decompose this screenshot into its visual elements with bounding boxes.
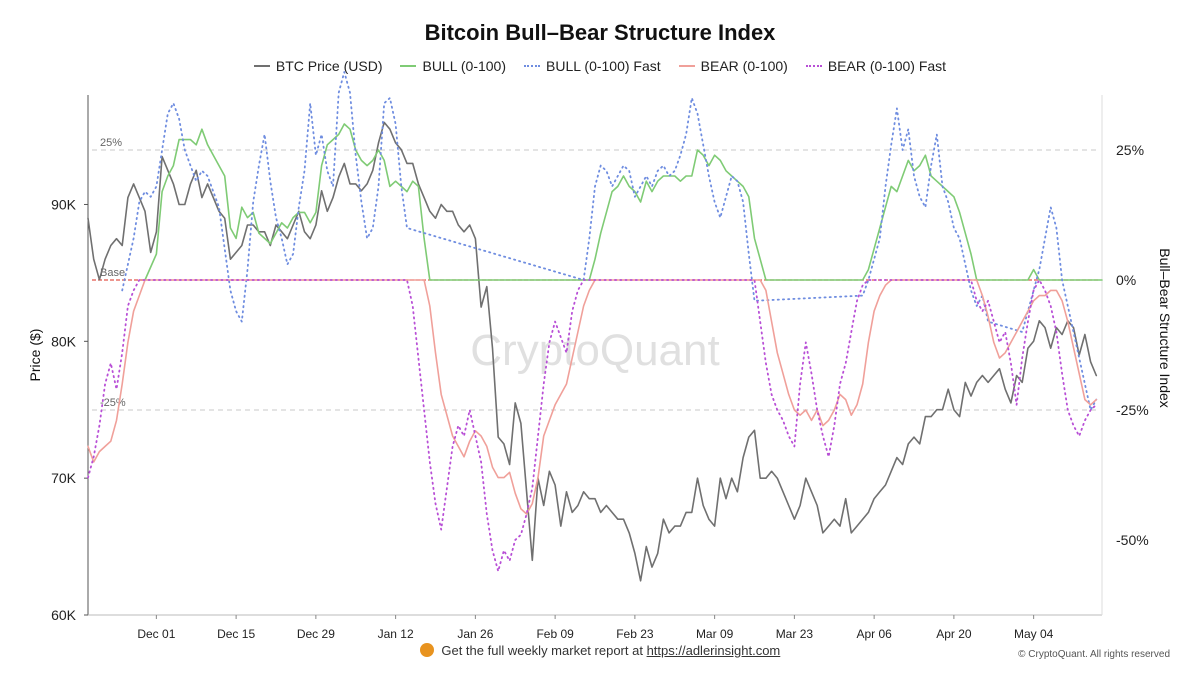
coin-icon — [419, 643, 434, 657]
y2-tick-label: -50% — [1116, 532, 1149, 548]
x-tick-label: Dec 29 — [297, 627, 335, 641]
y-tick-label: 70K — [51, 470, 77, 486]
legend-swatch — [678, 65, 695, 67]
y-axis-label: Price ($) — [27, 329, 43, 382]
x-tick-label: May 04 — [1014, 627, 1054, 641]
x-tick-label: Mar 23 — [776, 627, 814, 641]
y2-axis-label: Bull–Bear Structure Index — [1157, 248, 1173, 408]
x-tick-label: Dec 01 — [137, 627, 175, 641]
ref-line-label: 25% — [100, 137, 122, 149]
y-tick-label: 80K — [51, 333, 77, 349]
ref-line-label: -25% — [100, 397, 126, 409]
legend-label: BTC Price (USD) — [275, 58, 383, 74]
x-tick-label: Dec 15 — [217, 627, 255, 641]
y2-tick-label: -25% — [1116, 402, 1149, 418]
legend-item-bear-0-100[interactable]: BEAR (0-100) — [678, 58, 788, 74]
series-line-bull-0-100 — [144, 123, 1103, 281]
legend-label: BULL (0-100) Fast — [546, 58, 661, 74]
x-tick-label: Feb 23 — [616, 627, 654, 641]
x-tick-label: Apr 20 — [936, 627, 972, 641]
y-tick-label: 60K — [51, 607, 77, 623]
series-line-bull-0-100-fast — [121, 71, 1098, 411]
y-tick-label: 90K — [51, 196, 77, 212]
legend-item-btc-price-usd[interactable]: BTC Price (USD) — [253, 58, 383, 74]
x-tick-label: Jan 26 — [457, 627, 493, 641]
chart-legend: BTC Price (USD) BULL (0-100) BULL (0-100) … — [0, 58, 1200, 74]
chart-title: Bitcoin Bull–Bear Structure Index — [424, 20, 776, 45]
legend-swatch — [253, 65, 270, 67]
x-tick-label: Feb 09 — [536, 627, 574, 641]
series-line-btc-price-usd — [87, 121, 1098, 582]
footer-text: Get the full weekly market report at — [441, 643, 643, 658]
legend-swatch — [524, 65, 541, 67]
y2-tick-label: 0% — [1116, 272, 1136, 288]
footer-link[interactable]: https://adlerinsight.com — [646, 643, 781, 658]
ref-line-label: Base — [100, 267, 125, 279]
footer-banner: Get the full weekly market report at htt… — [0, 643, 1200, 658]
legend-item-bear-0-100-fast[interactable]: BEAR (0-100) Fast — [805, 58, 947, 74]
series-line-bear-0-100-fast — [87, 279, 1098, 573]
legend-swatch — [400, 65, 417, 67]
x-tick-label: Jan 12 — [378, 627, 414, 641]
legend-label: BEAR (0-100) Fast — [827, 58, 947, 74]
legend-label: BULL (0-100) — [422, 58, 507, 74]
legend-item-bull-0-100[interactable]: BULL (0-100) — [400, 58, 506, 74]
watermark-text: CryptoQuant — [470, 326, 719, 375]
x-tick-label: Mar 09 — [696, 627, 734, 641]
legend-swatch — [805, 65, 822, 67]
legend-item-bull-0-100-fast[interactable]: BULL (0-100) Fast — [524, 58, 661, 74]
y2-tick-label: 25% — [1116, 142, 1144, 158]
x-tick-label: Apr 06 — [856, 627, 892, 641]
series-line-bear-0-100 — [87, 279, 1098, 515]
legend-label: BEAR (0-100) — [700, 58, 788, 74]
copyright-notice: © CryptoQuant. All rights reserved — [1018, 649, 1170, 660]
